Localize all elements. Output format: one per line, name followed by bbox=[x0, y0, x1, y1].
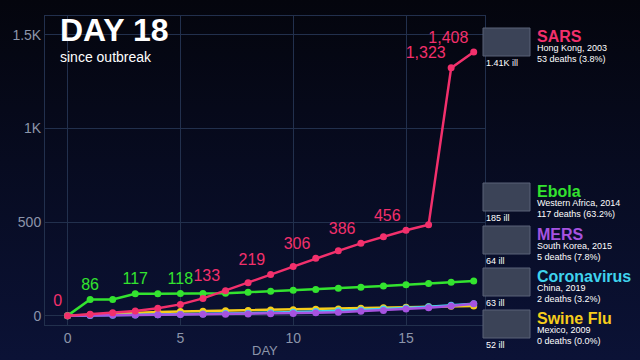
svg-text:1,408: 1,408 bbox=[428, 29, 468, 46]
svg-text:133: 133 bbox=[193, 267, 220, 284]
svg-text:52 ill: 52 ill bbox=[486, 340, 505, 350]
svg-text:0: 0 bbox=[64, 330, 72, 346]
svg-text:China, 2019: China, 2019 bbox=[537, 283, 586, 293]
svg-text:5 deaths (7.8%): 5 deaths (7.8%) bbox=[537, 252, 601, 262]
svg-text:219: 219 bbox=[239, 251, 266, 268]
svg-text:Hong Kong, 2003: Hong Kong, 2003 bbox=[537, 43, 607, 53]
svg-text:Mexico, 2009: Mexico, 2009 bbox=[537, 325, 591, 335]
svg-text:63 ill: 63 ill bbox=[486, 298, 505, 308]
svg-text:10: 10 bbox=[285, 330, 301, 346]
svg-text:0: 0 bbox=[33, 308, 41, 324]
svg-text:1.41K ill: 1.41K ill bbox=[486, 58, 518, 68]
svg-text:500: 500 bbox=[18, 214, 42, 230]
svg-text:South Korea, 2015: South Korea, 2015 bbox=[537, 241, 612, 251]
svg-text:118: 118 bbox=[168, 270, 194, 287]
svg-text:Coronavirus: Coronavirus bbox=[537, 268, 631, 285]
svg-text:0: 0 bbox=[53, 292, 62, 309]
svg-text:306: 306 bbox=[284, 235, 311, 252]
svg-text:15: 15 bbox=[398, 330, 414, 346]
svg-text:53 deaths (3.8%): 53 deaths (3.8%) bbox=[537, 54, 606, 64]
svg-text:64 ill: 64 ill bbox=[486, 256, 505, 266]
svg-text:185 ill: 185 ill bbox=[486, 213, 510, 223]
svg-text:1K: 1K bbox=[24, 120, 42, 136]
svg-text:5: 5 bbox=[176, 330, 184, 346]
svg-text:456: 456 bbox=[374, 207, 401, 224]
svg-text:0 deaths (0.0%): 0 deaths (0.0%) bbox=[537, 336, 601, 346]
svg-text:Western Africa, 2014: Western Africa, 2014 bbox=[537, 198, 620, 208]
svg-text:2 deaths (3.2%): 2 deaths (3.2%) bbox=[537, 294, 601, 304]
svg-text:MERS: MERS bbox=[537, 226, 584, 243]
svg-text:Swine Flu: Swine Flu bbox=[537, 310, 612, 327]
svg-text:117: 117 bbox=[123, 270, 149, 287]
svg-text:SARS: SARS bbox=[537, 28, 582, 45]
svg-text:Ebola: Ebola bbox=[537, 183, 581, 200]
svg-text:1.5K: 1.5K bbox=[12, 27, 41, 43]
svg-text:DAY: DAY bbox=[252, 343, 278, 358]
svg-text:86: 86 bbox=[81, 276, 99, 293]
svg-text:DAY 18: DAY 18 bbox=[60, 12, 169, 48]
svg-text:1,323: 1,323 bbox=[406, 44, 446, 61]
svg-text:386: 386 bbox=[329, 220, 356, 237]
svg-text:117 deaths (63.2%): 117 deaths (63.2%) bbox=[537, 209, 615, 219]
svg-text:since outbreak: since outbreak bbox=[60, 49, 152, 65]
